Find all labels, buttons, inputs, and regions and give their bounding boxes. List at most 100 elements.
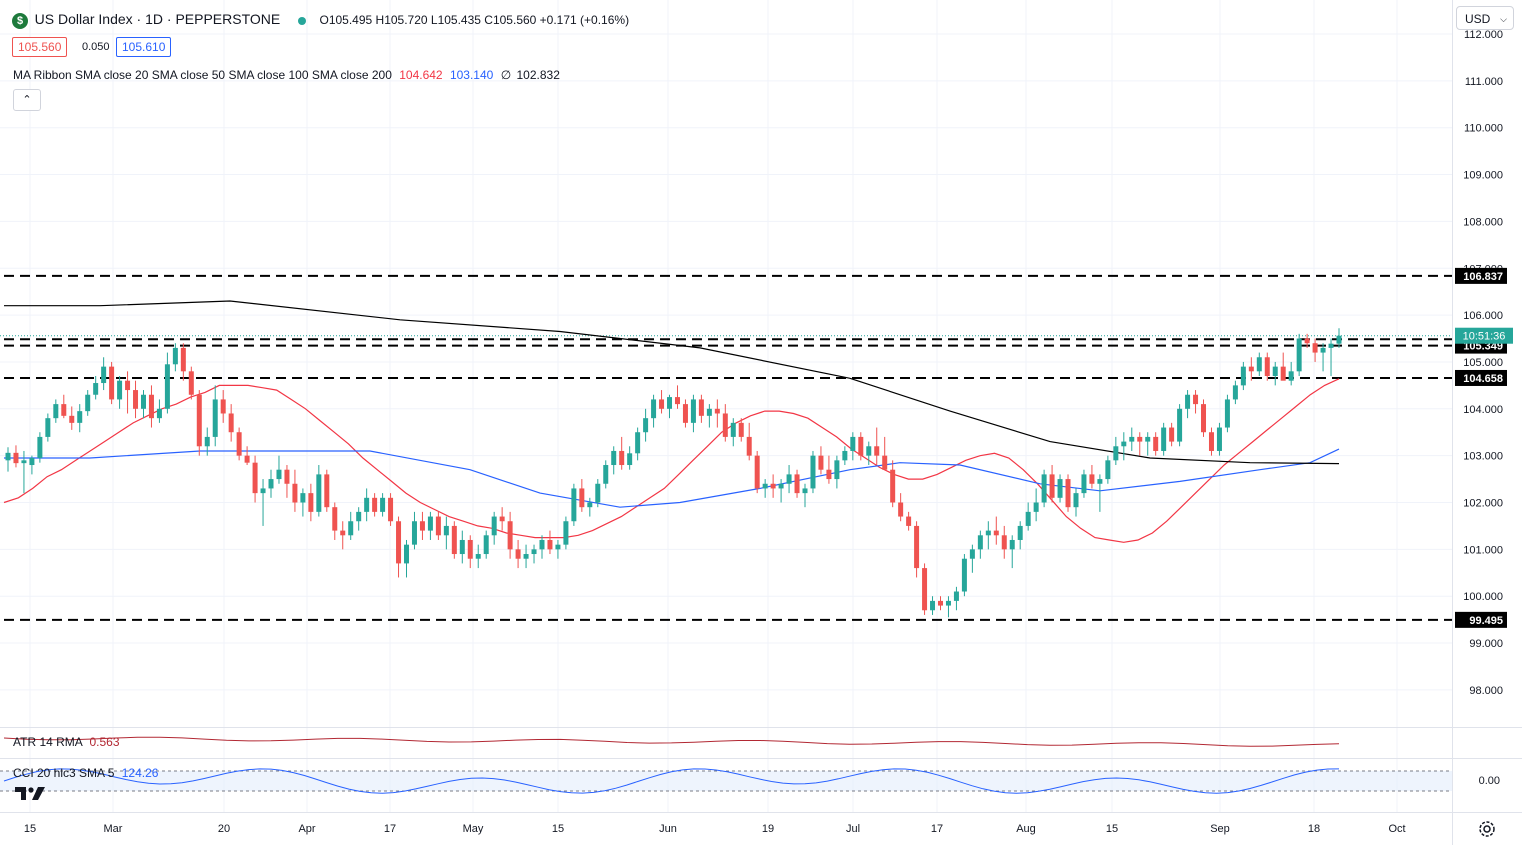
candle-body xyxy=(1065,479,1071,508)
price-axis-labels[interactable]: 112.000111.000110.000109.000108.000107.0… xyxy=(1455,29,1513,787)
price-tick-label: 101.000 xyxy=(1463,544,1503,556)
candle-body xyxy=(906,516,912,526)
candle-body xyxy=(850,436,856,451)
candle-body xyxy=(698,399,704,416)
market-status-icon xyxy=(297,16,306,25)
candle-body xyxy=(531,549,537,555)
candle-body xyxy=(738,422,744,437)
candle-body xyxy=(579,488,585,508)
time-tick-label: Sep xyxy=(1210,823,1230,835)
atr-legend[interactable]: ATR 14 RMA 0.563 xyxy=(13,735,120,749)
candle-body xyxy=(37,436,43,458)
candle-body xyxy=(1137,436,1143,442)
time-tick-label: 15 xyxy=(1106,823,1118,835)
candle-body xyxy=(547,539,553,550)
level-label-bg xyxy=(1455,267,1507,284)
candle-body xyxy=(690,399,696,423)
cci-band xyxy=(0,771,1452,791)
candle-body xyxy=(714,408,720,414)
time-axis-labels[interactable]: 15 Mar 20 Apr 17 May 15 Jun 19 Jul 17 Aug 15 Sep 18 Oct xyxy=(24,823,1406,835)
candle-body xyxy=(977,535,983,550)
ask-price-badge[interactable]: 105.610 xyxy=(116,37,172,57)
candle-body xyxy=(459,539,465,555)
candle-body xyxy=(826,469,832,480)
time-tick-label: Aug xyxy=(1016,823,1036,835)
time-tick-label: 15 xyxy=(552,823,564,835)
candle-body xyxy=(308,493,314,512)
price-tick-label: 109.000 xyxy=(1463,170,1503,182)
moving-average-lines xyxy=(3,300,1340,543)
candle-body xyxy=(890,469,896,503)
candle-body xyxy=(475,554,481,559)
candle-body xyxy=(682,404,688,423)
cci-pane xyxy=(0,768,1452,794)
candle-body xyxy=(332,507,338,531)
candle-body xyxy=(993,530,999,536)
candle-body xyxy=(499,516,505,522)
price-tick-label: 105.000 xyxy=(1463,357,1503,369)
cci-legend[interactable]: CCI 20 hlc3 SMA 5 124.26 xyxy=(13,766,158,780)
candle-body xyxy=(611,450,617,466)
price-tick-label: 102.000 xyxy=(1463,498,1503,510)
candle-body xyxy=(1121,441,1127,447)
candle-body xyxy=(69,415,75,423)
candle-body xyxy=(914,525,920,569)
collapse-legend-button[interactable]: ⌃ xyxy=(13,89,41,111)
candle-body xyxy=(778,483,784,489)
chevron-up-icon: ⌃ xyxy=(22,94,32,106)
candle-body xyxy=(491,516,497,536)
candle-body xyxy=(1224,399,1230,428)
candle-body xyxy=(1240,366,1246,386)
candle-body xyxy=(316,474,322,512)
candle-body xyxy=(364,497,370,512)
candle-body xyxy=(1025,511,1031,526)
candle-body xyxy=(786,474,792,484)
level-label-bg xyxy=(1455,369,1507,386)
candle-body xyxy=(627,453,633,466)
candle-body xyxy=(1304,338,1310,344)
candle-body xyxy=(1169,427,1175,442)
candle-body xyxy=(1288,371,1294,381)
candle-body xyxy=(220,399,226,414)
candle-body xyxy=(1009,539,1015,550)
chart-title[interactable]: US Dollar Index · 1D · PEPPERSTONE xyxy=(34,11,281,27)
sma20-line xyxy=(3,378,1340,543)
candle-body xyxy=(730,422,736,437)
time-tick-label: 17 xyxy=(931,823,943,835)
candle-body xyxy=(292,483,298,503)
candle-body xyxy=(754,455,760,489)
candle-body xyxy=(427,516,433,531)
candle-body xyxy=(435,516,441,536)
sma200-line xyxy=(4,300,1340,465)
candle-body xyxy=(842,450,848,461)
candle-body xyxy=(1185,394,1191,409)
candle-body xyxy=(635,432,641,454)
candle-body xyxy=(866,446,872,456)
candle-body xyxy=(969,549,975,559)
candle-body xyxy=(818,455,824,470)
candle-body xyxy=(603,465,609,484)
candle-body xyxy=(411,521,417,545)
bid-price-badge[interactable]: 105.560 xyxy=(12,37,68,57)
candle-body xyxy=(1033,502,1039,512)
time-tick-label: Oct xyxy=(1388,823,1405,835)
settings-gear-icon[interactable] xyxy=(1476,818,1498,840)
ma-ribbon-legend[interactable]: MA Ribbon SMA close 20 SMA close 50 SMA … xyxy=(13,68,560,82)
candle-body xyxy=(1129,436,1135,442)
candle-body xyxy=(1081,474,1087,494)
candle-body xyxy=(483,535,489,555)
candle-body xyxy=(93,383,99,395)
level-price-label: 99.495 xyxy=(1469,615,1503,627)
time-tick-label: Jul xyxy=(846,823,860,835)
candle-body xyxy=(587,502,593,508)
currency-selector[interactable]: USD ⌵ xyxy=(1456,6,1514,30)
candle-body xyxy=(802,488,808,494)
vertical-gridlines xyxy=(29,0,1398,812)
candle-body xyxy=(419,521,425,531)
atr-label: ATR 14 RMA xyxy=(13,735,83,749)
candle-body xyxy=(212,399,218,437)
candle-body xyxy=(858,436,864,456)
candle-body xyxy=(1216,427,1222,451)
candle-body xyxy=(1256,357,1262,372)
